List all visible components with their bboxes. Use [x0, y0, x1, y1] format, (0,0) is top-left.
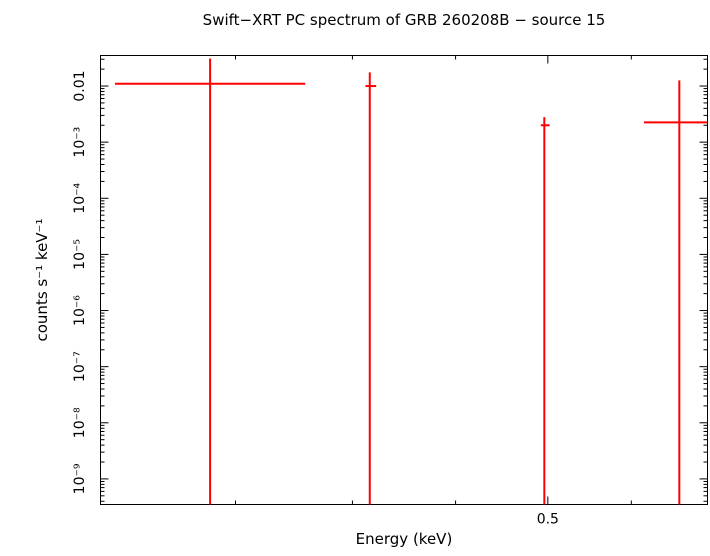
- y-tick-label: 10⁻⁶: [72, 295, 88, 326]
- y-tick-label: 10⁻⁵: [72, 239, 88, 270]
- y-tick-label: 10⁻⁴: [72, 182, 88, 213]
- y-tick-label: 10⁻⁸: [72, 407, 88, 438]
- x-axis-label: Energy (keV): [356, 530, 453, 548]
- data-series: [114, 58, 708, 505]
- y-tick-label: 10⁻³: [72, 127, 88, 158]
- y-tick-label: 10⁻⁷: [72, 351, 88, 382]
- axis-ticks: 0.5 0.01 10⁻³ 10⁻⁴ 10⁻⁵ 10⁻⁶ 10⁻⁷ 10⁻⁸ 10⁻⁹: [72, 55, 708, 528]
- chart-title: Swift−XRT PC spectrum of GRB 260208B − s…: [203, 11, 606, 29]
- y-axis-label: counts s⁻¹ keV⁻¹: [33, 219, 51, 342]
- plot-frame: [100, 55, 708, 505]
- y-tick-label: 10⁻⁹: [72, 463, 88, 494]
- y-tick-label: 0.01: [72, 70, 88, 101]
- x-tick-label: 0.5: [537, 512, 559, 528]
